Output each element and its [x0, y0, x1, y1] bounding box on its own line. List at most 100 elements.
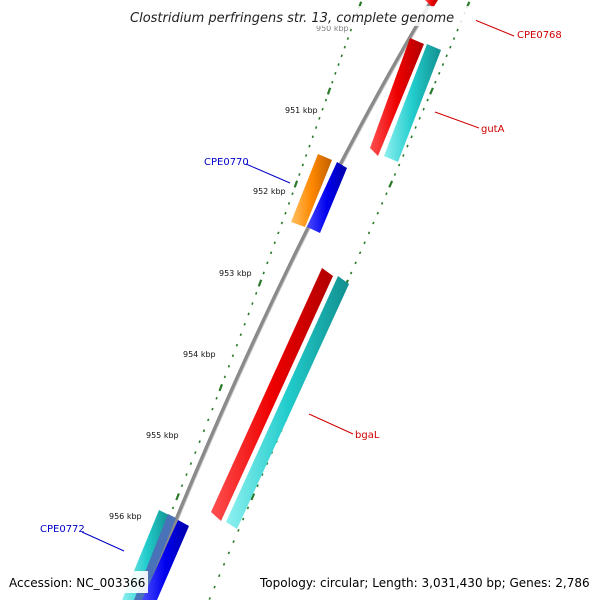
minor-tick-mark	[376, 211, 380, 215]
feature-cds-cyan-bgal[interactable]	[226, 276, 349, 529]
tick-label-956kbp: 956 kbp	[109, 512, 142, 521]
minor-tick-mark	[422, 107, 425, 111]
minor-tick-mark	[241, 517, 245, 521]
minor-tick-mark	[343, 45, 346, 49]
minor-tick-mark	[346, 37, 350, 40]
minor-tick-mark	[256, 484, 259, 488]
leader-line-cpe0772	[81, 531, 125, 552]
leader-line-guta	[434, 111, 480, 129]
major-tick-mark	[218, 383, 224, 392]
minor-tick-mark	[308, 144, 311, 148]
minor-tick-mark	[385, 192, 388, 196]
minor-tick-mark	[237, 528, 240, 532]
minor-tick-mark	[418, 116, 421, 120]
gene-label-cpe0770[interactable]: CPE0770	[204, 157, 249, 168]
tick-label-954kbp: 954 kbp	[183, 350, 216, 359]
major-tick-mark	[175, 493, 180, 501]
minor-tick-mark	[227, 364, 231, 368]
minor-tick-mark	[255, 291, 258, 295]
minor-tick-mark	[215, 396, 218, 400]
minor-tick-mark	[266, 261, 269, 265]
minor-tick-mark	[232, 540, 235, 544]
minor-tick-mark	[208, 597, 211, 600]
minor-tick-mark	[211, 407, 214, 411]
minor-tick-mark	[284, 211, 287, 215]
minor-tick-mark	[456, 28, 459, 32]
minor-tick-mark	[380, 201, 384, 205]
minor-tick-mark	[334, 71, 337, 75]
minor-tick-mark	[354, 261, 357, 265]
leader-line-cpe0770	[245, 163, 291, 184]
minor-tick-mark	[198, 440, 201, 444]
gene-label-guta[interactable]: gutA	[481, 124, 505, 135]
feature-partial-top[interactable]	[425, 0, 438, 8]
minor-tick-mark	[231, 354, 235, 358]
minor-tick-mark	[363, 241, 366, 245]
title-backdrop	[126, 6, 476, 26]
map-title: Clostridium perfringens str. 13, complet…	[130, 11, 454, 26]
minor-tick-mark	[277, 231, 280, 235]
gene-label-bgal[interactable]: bgaL	[355, 430, 380, 441]
gene-label-cpe0768[interactable]: CPE0768	[517, 30, 562, 41]
minor-tick-mark	[337, 63, 340, 66]
feature-cds-cyan[interactable]	[384, 44, 441, 162]
minor-tick-mark	[171, 506, 175, 510]
major-tick-mark	[293, 180, 299, 188]
minor-tick-mark	[269, 251, 273, 255]
minor-tick-mark	[452, 37, 456, 41]
minor-tick-mark	[331, 80, 334, 84]
minor-tick-mark	[441, 63, 445, 66]
minor-tick-mark	[273, 241, 276, 245]
accession-text: Accession: NC_003366	[9, 576, 145, 590]
gene-label-cpe0772[interactable]: CPE0772	[40, 524, 85, 535]
minor-tick-mark	[321, 107, 324, 111]
minor-tick-mark	[349, 28, 353, 32]
minor-tick-mark	[262, 271, 265, 275]
minor-tick-mark	[367, 231, 371, 235]
genome-backbone	[141, 0, 435, 600]
minor-tick-mark	[304, 154, 308, 157]
minor-tick-mark	[397, 163, 401, 167]
minor-tick-mark	[349, 271, 353, 275]
minor-tick-mark	[358, 251, 362, 255]
minor-tick-mark	[434, 80, 437, 84]
minor-tick-mark	[449, 45, 452, 49]
feature-gene-forward-blue-bottom[interactable]	[142, 520, 189, 600]
minor-tick-mark	[301, 163, 304, 167]
minor-tick-mark	[298, 173, 301, 176]
genome-summary-text: Topology: circular; Length: 3,031,430 bp…	[259, 576, 590, 590]
minor-tick-mark	[261, 473, 264, 477]
minor-tick-mark	[311, 135, 314, 139]
major-tick-mark	[429, 87, 434, 95]
minor-tick-mark	[246, 506, 250, 510]
minor-tick-mark	[426, 98, 429, 102]
feature-gene-forward-blue[interactable]	[307, 162, 347, 233]
minor-tick-mark	[324, 98, 328, 102]
minor-tick-mark	[239, 333, 242, 337]
feature-cds-orange[interactable]	[291, 154, 332, 227]
footer-left-backdrop	[0, 571, 148, 593]
minor-tick-mark	[280, 221, 284, 225]
major-tick-mark	[257, 279, 263, 287]
minor-tick-mark	[227, 551, 231, 555]
major-tick-mark	[326, 87, 332, 95]
minor-tick-mark	[372, 221, 375, 225]
feature-gene-reverse-red[interactable]	[370, 38, 424, 156]
minor-tick-mark	[185, 473, 188, 477]
minor-tick-mark	[410, 135, 413, 139]
minor-tick-mark	[287, 202, 291, 205]
tick-label-950kbp: 950 kbp	[316, 24, 349, 33]
feature-gene-reverse-red-bgal[interactable]	[211, 268, 333, 521]
minor-tick-mark	[437, 71, 441, 75]
tick-label-952kbp: 952 kbp	[253, 187, 286, 196]
minor-tick-mark	[340, 54, 343, 58]
minor-tick-mark	[223, 375, 227, 379]
leader-line-bgal	[308, 413, 354, 435]
minor-tick-mark	[393, 173, 397, 176]
minor-tick-mark	[445, 54, 448, 58]
footer-right-backdrop	[256, 571, 596, 593]
tick-label-951kbp: 951 kbp	[285, 106, 318, 115]
minor-tick-mark	[243, 322, 246, 326]
